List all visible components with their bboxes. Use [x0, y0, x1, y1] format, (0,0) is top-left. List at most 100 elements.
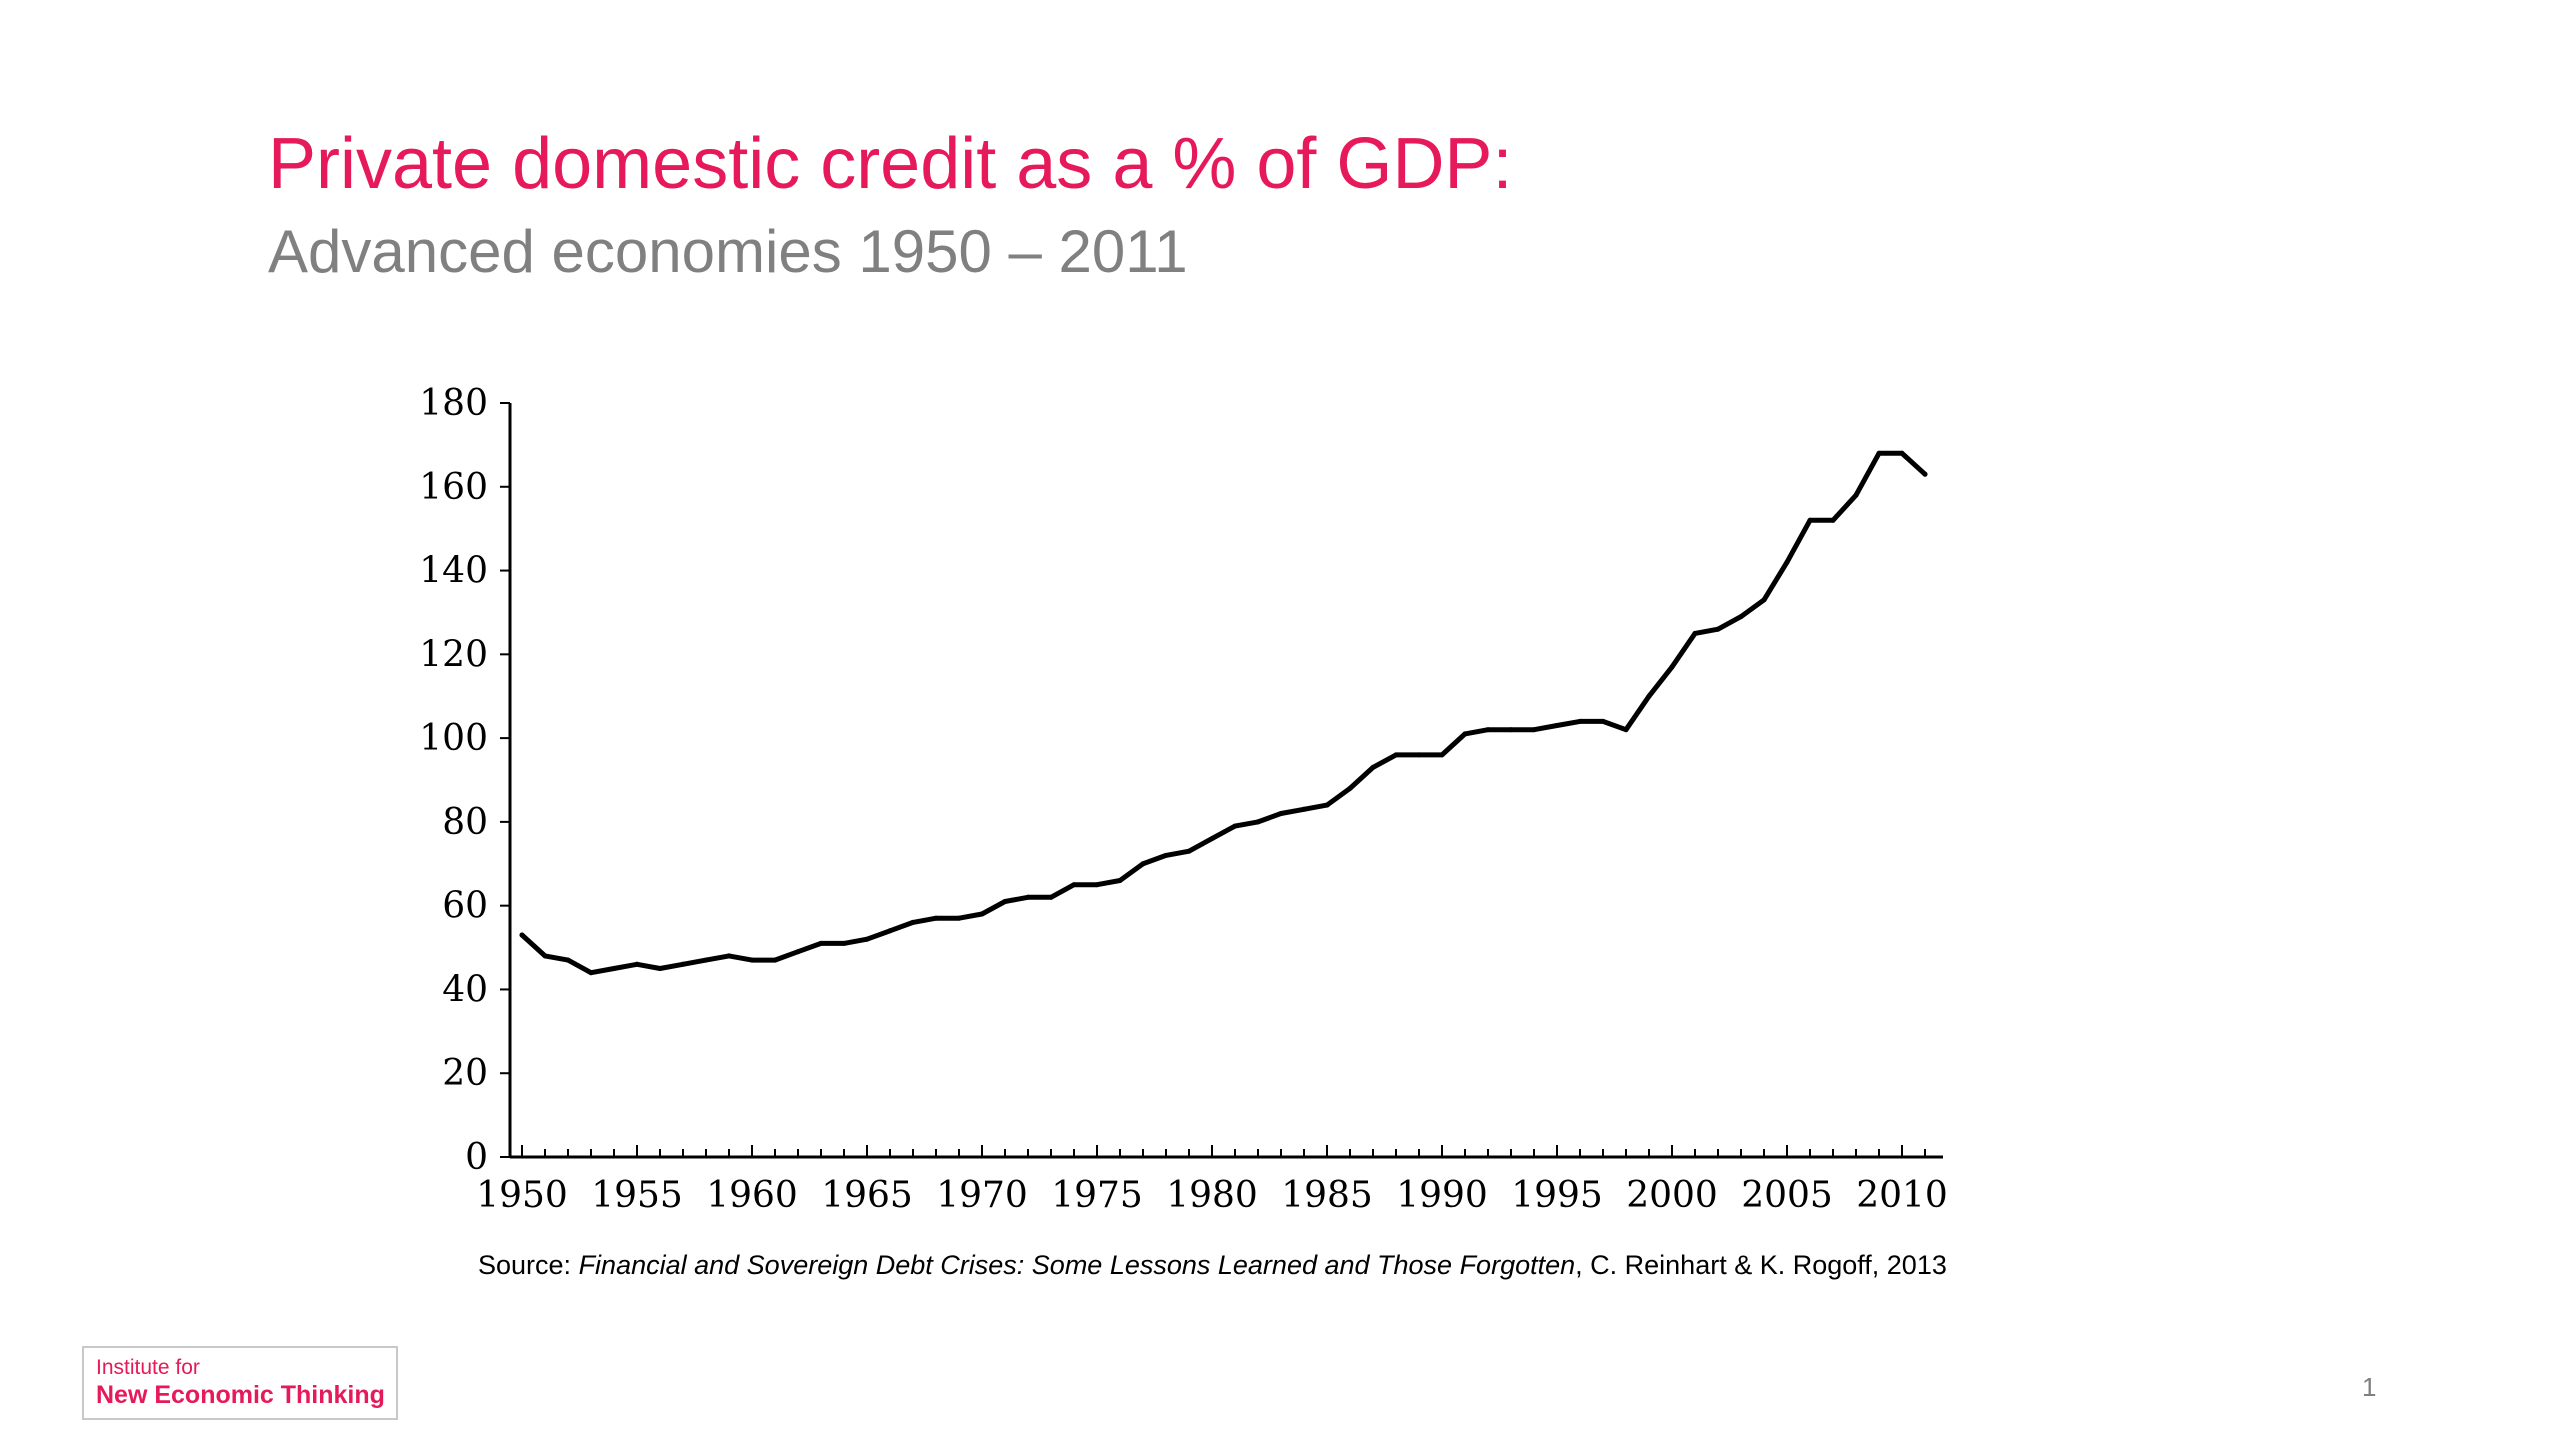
data-point — [1807, 517, 1813, 523]
data-point — [1669, 664, 1675, 670]
data-point — [749, 957, 755, 963]
data-point — [1531, 727, 1537, 733]
data-point — [1094, 882, 1100, 888]
data-point — [1416, 752, 1422, 758]
x-tick-label: 1975 — [1051, 1175, 1143, 1216]
data-point — [1002, 899, 1008, 904]
x-tick-label: 2010 — [1856, 1175, 1948, 1216]
x-tick-label: 1990 — [1396, 1175, 1488, 1216]
data-point — [795, 949, 801, 955]
source-prefix: Source: — [478, 1250, 579, 1280]
x-tick-label: 1965 — [821, 1175, 913, 1216]
data-point — [1692, 630, 1698, 636]
x-tick-label: 1970 — [936, 1175, 1028, 1216]
data-point — [1370, 764, 1376, 770]
y-tick-label: 0 — [465, 1137, 488, 1178]
x-tick-label: 2000 — [1626, 1175, 1718, 1216]
data-point — [1232, 823, 1238, 829]
data-point — [1439, 752, 1445, 758]
y-tick-label: 80 — [442, 802, 488, 843]
data-point — [1853, 492, 1859, 498]
x-axis: 1950 1955 1960 1965 1970 1975 1980 1985 1990 1995… — [476, 1145, 1948, 1216]
data-point — [1623, 727, 1629, 733]
page-number: 1 — [2362, 1372, 2377, 1402]
data-point — [1209, 836, 1215, 842]
data-point — [1899, 450, 1905, 456]
data-point — [519, 932, 525, 938]
data-point — [1922, 471, 1928, 477]
x-tick-label: 1955 — [591, 1175, 683, 1216]
data-point — [1761, 597, 1767, 603]
x-tick-label: 1995 — [1511, 1175, 1603, 1216]
y-tick-label: 60 — [442, 886, 488, 927]
y-tick-label: 160 — [419, 467, 488, 508]
series-group — [519, 450, 1928, 976]
institute-logo: Institute for New Economic Thinking — [82, 1346, 398, 1420]
slide-title: Private domestic credit as a % of GDP: — [268, 124, 1513, 204]
data-point — [864, 936, 870, 942]
data-point — [1485, 727, 1491, 733]
data-point — [1508, 727, 1514, 733]
y-tick-label: 180 — [419, 383, 488, 424]
data-point — [726, 953, 732, 959]
data-point — [1163, 852, 1169, 858]
data-point — [1025, 894, 1031, 900]
data-point — [588, 970, 594, 976]
data-point — [1577, 718, 1583, 724]
data-point — [841, 940, 847, 946]
y-tick-label: 40 — [442, 969, 488, 1010]
y-tick-label: 140 — [419, 551, 488, 592]
logo-line-2: New Economic Thinking — [96, 1381, 385, 1410]
data-point — [979, 911, 985, 917]
y-axis: 0 20 40 60 80 100 120 140 160 180 — [419, 383, 512, 1178]
data-point — [1071, 882, 1077, 888]
data-point — [1278, 811, 1284, 816]
x-tick-label: 1960 — [706, 1175, 798, 1216]
data-point — [1600, 718, 1606, 724]
slide-subtitle: Advanced economies 1950 – 2011 — [268, 218, 1188, 285]
source-authors: , C. Reinhart & K. Rogoff, 2013 — [1575, 1250, 1947, 1280]
data-point — [1255, 819, 1261, 825]
data-point — [1554, 723, 1560, 728]
data-point — [910, 919, 916, 925]
x-tick-label: 2005 — [1741, 1175, 1833, 1216]
data-point — [1117, 878, 1123, 883]
data-point — [1393, 752, 1399, 758]
data-point — [1347, 785, 1353, 791]
x-tick-label: 1980 — [1166, 1175, 1258, 1216]
data-point — [1140, 861, 1146, 867]
source-citation: Source: Financial and Sovereign Debt Cri… — [478, 1250, 1947, 1281]
source-title: Financial and Sovereign Debt Crises: Som… — [578, 1250, 1576, 1280]
data-point — [634, 961, 640, 967]
data-point — [1324, 802, 1330, 808]
data-point — [1462, 731, 1468, 737]
x-tick-label: 1950 — [476, 1175, 568, 1216]
data-point — [657, 966, 663, 971]
y-tick-label: 120 — [419, 634, 488, 675]
data-point — [1876, 450, 1882, 456]
data-point — [772, 957, 778, 963]
data-point — [1738, 614, 1744, 620]
data-point — [818, 940, 824, 946]
data-point — [1301, 806, 1307, 812]
data-point — [703, 957, 709, 963]
data-point — [1784, 559, 1790, 565]
data-point — [1830, 517, 1836, 523]
data-point — [565, 957, 571, 963]
y-tick-label: 100 — [419, 718, 488, 759]
data-point — [1186, 848, 1192, 854]
logo-line-1: Institute for — [96, 1356, 200, 1379]
data-point — [1646, 693, 1652, 699]
data-point — [542, 953, 548, 959]
y-tick-label: 20 — [442, 1053, 488, 1094]
data-point — [1715, 626, 1721, 632]
data-point — [887, 928, 893, 934]
x-tick-label: 1985 — [1281, 1175, 1373, 1216]
series-line — [519, 450, 1928, 976]
data-point — [956, 915, 962, 921]
data-point — [680, 961, 686, 967]
data-point — [1048, 894, 1054, 900]
data-point — [933, 915, 939, 921]
